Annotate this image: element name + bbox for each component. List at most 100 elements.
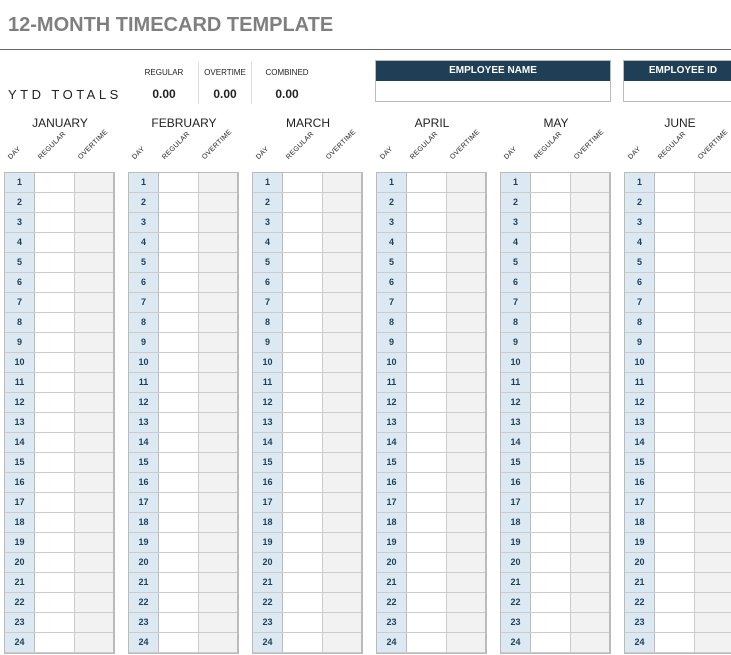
overtime-hours-cell[interactable]	[323, 593, 361, 612]
regular-hours-cell[interactable]	[159, 253, 199, 272]
overtime-hours-cell[interactable]	[323, 433, 361, 452]
regular-hours-cell[interactable]	[407, 333, 447, 352]
regular-hours-cell[interactable]	[35, 273, 75, 292]
regular-hours-cell[interactable]	[283, 333, 323, 352]
regular-hours-cell[interactable]	[35, 193, 75, 212]
overtime-hours-cell[interactable]	[695, 353, 731, 372]
regular-hours-cell[interactable]	[655, 233, 695, 252]
regular-hours-cell[interactable]	[407, 613, 447, 632]
overtime-hours-cell[interactable]	[447, 333, 485, 352]
regular-hours-cell[interactable]	[35, 433, 75, 452]
regular-hours-cell[interactable]	[159, 493, 199, 512]
overtime-hours-cell[interactable]	[571, 633, 609, 652]
overtime-hours-cell[interactable]	[323, 173, 361, 192]
regular-hours-cell[interactable]	[283, 253, 323, 272]
overtime-hours-cell[interactable]	[571, 593, 609, 612]
regular-hours-cell[interactable]	[655, 553, 695, 572]
regular-hours-cell[interactable]	[35, 233, 75, 252]
overtime-hours-cell[interactable]	[323, 393, 361, 412]
overtime-hours-cell[interactable]	[571, 473, 609, 492]
regular-hours-cell[interactable]	[283, 273, 323, 292]
overtime-hours-cell[interactable]	[571, 193, 609, 212]
regular-hours-cell[interactable]	[531, 513, 571, 532]
regular-hours-cell[interactable]	[655, 493, 695, 512]
regular-hours-cell[interactable]	[655, 313, 695, 332]
overtime-hours-cell[interactable]	[75, 593, 113, 612]
overtime-hours-cell[interactable]	[323, 573, 361, 592]
overtime-hours-cell[interactable]	[695, 253, 731, 272]
regular-hours-cell[interactable]	[35, 593, 75, 612]
overtime-hours-cell[interactable]	[199, 473, 237, 492]
regular-hours-cell[interactable]	[159, 333, 199, 352]
overtime-hours-cell[interactable]	[447, 413, 485, 432]
regular-hours-cell[interactable]	[531, 533, 571, 552]
overtime-hours-cell[interactable]	[695, 313, 731, 332]
overtime-hours-cell[interactable]	[75, 373, 113, 392]
regular-hours-cell[interactable]	[407, 413, 447, 432]
overtime-hours-cell[interactable]	[571, 553, 609, 572]
overtime-hours-cell[interactable]	[75, 633, 113, 652]
overtime-hours-cell[interactable]	[447, 353, 485, 372]
overtime-hours-cell[interactable]	[695, 573, 731, 592]
regular-hours-cell[interactable]	[35, 373, 75, 392]
regular-hours-cell[interactable]	[407, 213, 447, 232]
regular-hours-cell[interactable]	[283, 633, 323, 652]
regular-hours-cell[interactable]	[283, 433, 323, 452]
regular-hours-cell[interactable]	[407, 553, 447, 572]
regular-hours-cell[interactable]	[655, 593, 695, 612]
regular-hours-cell[interactable]	[655, 333, 695, 352]
regular-hours-cell[interactable]	[159, 513, 199, 532]
overtime-hours-cell[interactable]	[447, 373, 485, 392]
regular-hours-cell[interactable]	[283, 313, 323, 332]
regular-hours-cell[interactable]	[283, 213, 323, 232]
overtime-hours-cell[interactable]	[199, 533, 237, 552]
overtime-hours-cell[interactable]	[199, 433, 237, 452]
employee-name-input[interactable]	[376, 81, 610, 101]
regular-hours-cell[interactable]	[159, 373, 199, 392]
regular-hours-cell[interactable]	[283, 573, 323, 592]
overtime-hours-cell[interactable]	[447, 533, 485, 552]
overtime-hours-cell[interactable]	[75, 393, 113, 412]
overtime-hours-cell[interactable]	[323, 313, 361, 332]
regular-hours-cell[interactable]	[531, 473, 571, 492]
regular-hours-cell[interactable]	[655, 533, 695, 552]
regular-hours-cell[interactable]	[35, 513, 75, 532]
regular-hours-cell[interactable]	[159, 473, 199, 492]
regular-hours-cell[interactable]	[655, 613, 695, 632]
overtime-hours-cell[interactable]	[695, 333, 731, 352]
overtime-hours-cell[interactable]	[447, 573, 485, 592]
overtime-hours-cell[interactable]	[695, 473, 731, 492]
overtime-hours-cell[interactable]	[571, 333, 609, 352]
overtime-hours-cell[interactable]	[323, 513, 361, 532]
regular-hours-cell[interactable]	[531, 293, 571, 312]
overtime-hours-cell[interactable]	[199, 193, 237, 212]
overtime-hours-cell[interactable]	[75, 333, 113, 352]
overtime-hours-cell[interactable]	[323, 193, 361, 212]
regular-hours-cell[interactable]	[35, 253, 75, 272]
regular-hours-cell[interactable]	[283, 493, 323, 512]
regular-hours-cell[interactable]	[159, 213, 199, 232]
regular-hours-cell[interactable]	[407, 313, 447, 332]
overtime-hours-cell[interactable]	[571, 453, 609, 472]
regular-hours-cell[interactable]	[531, 413, 571, 432]
regular-hours-cell[interactable]	[531, 393, 571, 412]
regular-hours-cell[interactable]	[159, 173, 199, 192]
regular-hours-cell[interactable]	[531, 633, 571, 652]
overtime-hours-cell[interactable]	[199, 633, 237, 652]
regular-hours-cell[interactable]	[35, 473, 75, 492]
overtime-hours-cell[interactable]	[695, 273, 731, 292]
overtime-hours-cell[interactable]	[75, 413, 113, 432]
regular-hours-cell[interactable]	[35, 313, 75, 332]
overtime-hours-cell[interactable]	[75, 573, 113, 592]
overtime-hours-cell[interactable]	[323, 493, 361, 512]
regular-hours-cell[interactable]	[159, 593, 199, 612]
overtime-hours-cell[interactable]	[695, 293, 731, 312]
regular-hours-cell[interactable]	[35, 533, 75, 552]
overtime-hours-cell[interactable]	[447, 293, 485, 312]
overtime-hours-cell[interactable]	[323, 333, 361, 352]
overtime-hours-cell[interactable]	[571, 393, 609, 412]
regular-hours-cell[interactable]	[283, 173, 323, 192]
overtime-hours-cell[interactable]	[571, 513, 609, 532]
regular-hours-cell[interactable]	[407, 513, 447, 532]
overtime-hours-cell[interactable]	[571, 433, 609, 452]
